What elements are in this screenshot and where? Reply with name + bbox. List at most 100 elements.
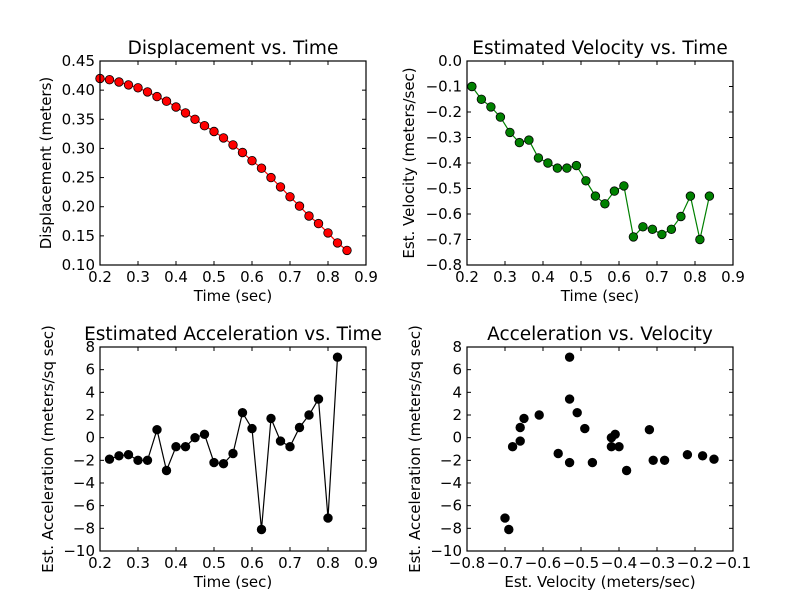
data-point [486, 102, 496, 112]
data-point [114, 77, 124, 87]
data-point [685, 191, 696, 201]
data-point [609, 186, 620, 196]
data-point [142, 455, 153, 466]
data-point [562, 163, 572, 173]
y-axis-label: Est. Acceleration (meters/sq sec) [39, 325, 57, 573]
data-point [534, 410, 544, 420]
chart-title: Estimated Velocity vs. Time [472, 38, 727, 59]
y-tick-label: 4 [85, 383, 95, 401]
data-point [104, 74, 115, 85]
chart-title: Estimated Acceleration vs. Time [84, 324, 382, 345]
data-point [519, 413, 529, 424]
x-tick-label: −0.5 [563, 554, 599, 572]
plot-frame [99, 346, 367, 552]
displacement-chart: Displacement vs. Time Time (sec) Displac… [37, 38, 378, 305]
data-point [266, 413, 276, 424]
data-point [676, 211, 686, 222]
data-point [476, 94, 487, 105]
data-point [514, 137, 525, 148]
plot-frame [99, 60, 367, 266]
data-point [610, 429, 620, 440]
data-point [704, 191, 715, 201]
data-point [304, 211, 314, 221]
data-point [659, 455, 670, 466]
x-tick-label: 0.4 [531, 268, 555, 286]
x-axis-label: Time (sec) [193, 287, 272, 305]
data-point [180, 108, 191, 118]
data-point [524, 135, 534, 145]
data-point [590, 191, 601, 201]
data-point [507, 442, 518, 452]
y-tick-label: 0.45 [62, 52, 95, 70]
y-tick-label: −0.7 [426, 231, 462, 249]
x-axis-label: Est. Velocity (meters/sec) [504, 573, 695, 591]
data-point [114, 451, 124, 461]
x-tick-label: 0.9 [354, 554, 378, 572]
data-point [152, 91, 162, 102]
x-tick-label: 0.8 [316, 268, 340, 286]
y-tick-label: −2 [440, 451, 462, 469]
data-point [228, 448, 238, 459]
x-tick-label: 0.2 [88, 268, 112, 286]
y-tick-label: −10 [430, 542, 462, 560]
y-tick-label: −4 [73, 474, 95, 492]
x-tick-label: 0.6 [607, 268, 631, 286]
data-point [621, 465, 632, 476]
plot-frame [466, 60, 734, 266]
data-point [323, 228, 333, 238]
data-point [648, 455, 658, 466]
data-point [285, 192, 295, 202]
data-point [580, 423, 590, 434]
data-point [581, 176, 591, 186]
x-tick-label: 0.4 [164, 554, 188, 572]
data-point [332, 352, 343, 362]
data-point [515, 436, 525, 446]
data-point [256, 163, 267, 173]
x-tick-label: −0.6 [525, 554, 561, 572]
x-axis-label: Time (sec) [193, 573, 272, 591]
data-point [628, 232, 639, 242]
y-tick-label: 0.15 [62, 227, 95, 245]
data-point [323, 513, 333, 523]
data-point [190, 433, 200, 443]
data-point [237, 147, 248, 158]
chart-title: Acceleration vs. Velocity [487, 324, 713, 345]
y-axis-label: Displacement (meters) [37, 77, 55, 250]
y-tick-label: −4 [440, 474, 462, 492]
data-point [180, 442, 191, 452]
data-point [152, 425, 162, 435]
y-tick-label: 2 [85, 406, 95, 424]
y-tick-label: 8 [85, 338, 95, 356]
x-tick-label: 0.2 [88, 554, 112, 572]
chart-title: Displacement vs. Time [128, 38, 339, 59]
data-point [638, 222, 648, 232]
x-axis-label: Time (sec) [560, 287, 639, 305]
data-point [666, 224, 677, 235]
data-point [247, 155, 257, 166]
data-point [533, 153, 544, 163]
x-tick-label: 0.9 [354, 268, 378, 286]
y-tick-label: −0.8 [426, 256, 462, 274]
x-tick-label: −0.4 [601, 554, 637, 572]
y-tick-label: −0.1 [426, 78, 462, 96]
x-tick-label: 0.5 [569, 268, 593, 286]
data-point [697, 451, 708, 461]
y-tick-label: −0.5 [426, 180, 462, 198]
data-point [313, 394, 324, 404]
y-tick-label: −10 [63, 542, 95, 560]
y-tick-label: 0.0 [438, 52, 462, 70]
y-tick-label: −2 [73, 451, 95, 469]
data-point [495, 112, 506, 122]
data-point [332, 238, 343, 248]
y-tick-label: −8 [73, 519, 95, 537]
y-tick-label: 4 [452, 383, 462, 401]
data-point [275, 436, 286, 446]
data-point [695, 234, 705, 245]
data-point [505, 127, 515, 138]
data-point [209, 126, 219, 137]
data-point [294, 422, 305, 433]
x-tick-label: −0.2 [677, 554, 713, 572]
data-point [294, 201, 305, 211]
data-point [285, 442, 295, 452]
